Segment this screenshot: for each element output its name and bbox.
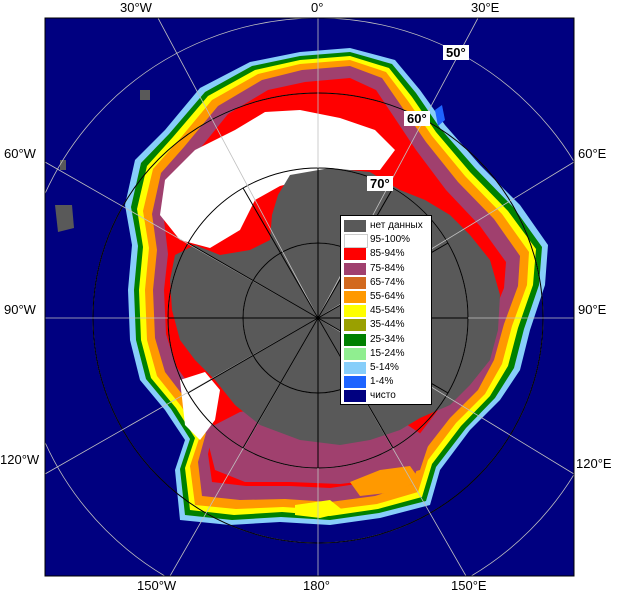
lon-label-150e: 150°E bbox=[451, 578, 487, 593]
legend-item: 65-74% bbox=[344, 276, 430, 290]
legend-swatch bbox=[344, 319, 366, 332]
legend-item: 5-14% bbox=[344, 361, 430, 375]
lon-label-90e: 90°E bbox=[578, 302, 607, 317]
legend-label: 45-54% bbox=[370, 305, 405, 317]
lon-label-120e: 120°E bbox=[576, 456, 612, 471]
legend-label: 35-44% bbox=[370, 319, 405, 331]
legend-item: 55-64% bbox=[344, 290, 430, 304]
legend-label: 85-94% bbox=[370, 248, 405, 260]
lon-label-60e: 60°E bbox=[578, 146, 607, 161]
legend-swatch bbox=[344, 262, 366, 275]
lon-label-150w: 150°W bbox=[137, 578, 177, 593]
legend-item: 15-24% bbox=[344, 347, 430, 361]
legend-swatch bbox=[344, 276, 366, 289]
land-patch-nw bbox=[140, 90, 150, 100]
legend-item: нет данных bbox=[344, 219, 430, 233]
legend-swatch bbox=[344, 362, 366, 374]
legend-swatch bbox=[344, 234, 368, 249]
legend: нет данных 95-100% 85-94% 75-84% 65-74% 55-64… bbox=[340, 215, 432, 405]
legend-label: 1-4% bbox=[370, 376, 394, 388]
lon-label-180: 180° bbox=[303, 578, 330, 593]
lon-label-0: 0° bbox=[311, 0, 324, 15]
legend-item: 85-94% bbox=[344, 247, 430, 261]
lat-label-60: 60° bbox=[404, 111, 430, 126]
legend-label: 25-34% bbox=[370, 333, 405, 345]
map-frame bbox=[44, 17, 575, 577]
legend-swatch bbox=[344, 347, 366, 360]
legend-item: 45-54% bbox=[344, 304, 430, 318]
lon-label-60w: 60°W bbox=[4, 146, 36, 161]
legend-swatch bbox=[344, 220, 366, 232]
legend-label: 65-74% bbox=[370, 276, 405, 288]
legend-swatch bbox=[344, 291, 366, 303]
legend-swatch bbox=[344, 390, 366, 403]
legend-item: 35-44% bbox=[344, 318, 430, 332]
legend-label: нет данных bbox=[370, 220, 423, 231]
legend-label: 15-24% bbox=[370, 347, 405, 359]
legend-item: чисто bbox=[344, 389, 430, 403]
lat-label-70: 70° bbox=[367, 176, 393, 191]
ice-patch-55-64-south bbox=[350, 466, 420, 496]
legend-item: 95-100% bbox=[344, 233, 430, 249]
legend-label: 55-64% bbox=[370, 291, 405, 302]
legend-swatch bbox=[344, 333, 366, 346]
legend-swatch bbox=[344, 376, 366, 389]
legend-label: 5-14% bbox=[370, 362, 399, 373]
land-patch-west bbox=[55, 205, 74, 232]
legend-label: 75-84% bbox=[370, 262, 405, 274]
lat-label-50: 50° bbox=[443, 45, 469, 60]
legend-swatch bbox=[344, 305, 366, 318]
lon-label-30e-top: 30°E bbox=[471, 0, 500, 15]
legend-item: 75-84% bbox=[344, 262, 430, 276]
lon-label-30w-top: 30°W bbox=[120, 0, 152, 15]
land-patch-south-america-tip bbox=[435, 105, 445, 126]
lon-label-90w: 90°W bbox=[4, 302, 36, 317]
ice-patch-95-100-weddell bbox=[160, 110, 395, 248]
legend-label: 95-100% bbox=[370, 234, 411, 246]
legend-item: 25-34% bbox=[344, 333, 430, 347]
legend-item: 1-4% bbox=[344, 375, 430, 389]
legend-swatch bbox=[344, 248, 366, 261]
ice-patch-95-100-west bbox=[180, 372, 220, 440]
legend-label: чисто bbox=[370, 390, 396, 402]
lon-label-120w: 120°W bbox=[0, 452, 40, 467]
ice-patch-45-54-south bbox=[295, 500, 345, 518]
land-patch-left bbox=[60, 160, 66, 170]
